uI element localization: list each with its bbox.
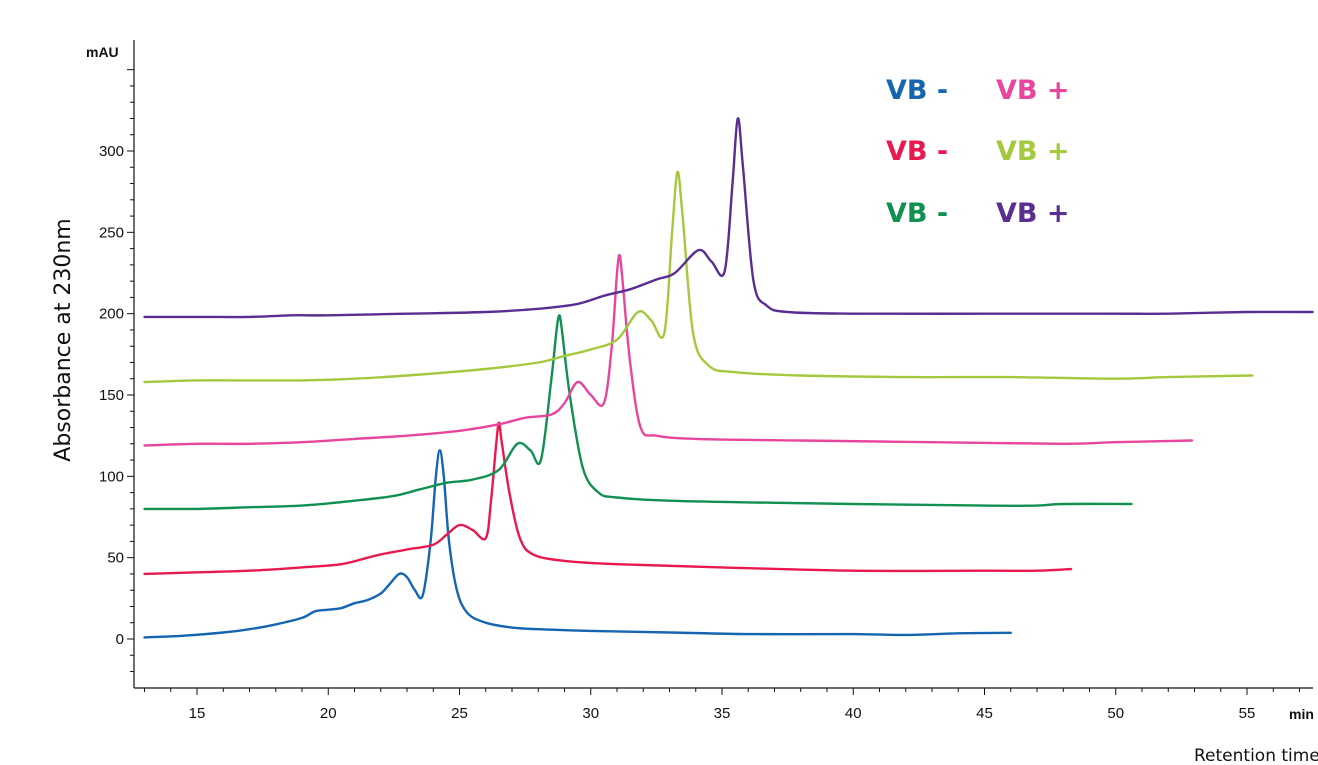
x-tick-label: 40 (845, 705, 862, 722)
chromatogram-traces (143, 117, 1314, 639)
legend-row-2-right: VB + (996, 136, 1070, 167)
x-axis: 15 20 25 30 35 40 45 50 55 (134, 687, 1313, 722)
x-tick-label: 15 (189, 705, 206, 722)
trace-3 (143, 314, 1133, 511)
legend-row-3-right: VB + (996, 198, 1070, 229)
y-tick-label: 100 (99, 468, 124, 485)
x-unit-label: min (1289, 706, 1314, 722)
y-unit-label: mAU (86, 44, 119, 60)
x-tick-label: 55 (1239, 705, 1256, 722)
trace-6 (143, 117, 1314, 319)
y-tick-label: 0 (116, 631, 124, 648)
x-tick-label: 25 (451, 705, 468, 722)
trace-2 (143, 421, 1073, 576)
y-axis-title: Absorbance at 230nm (51, 218, 76, 461)
y-tick-label: 300 (99, 143, 124, 160)
y-tick-label: 50 (107, 550, 124, 567)
y-tick-label: 250 (99, 224, 124, 241)
x-tick-label: 20 (320, 705, 337, 722)
y-tick-label: 150 (99, 387, 124, 404)
legend: VB - VB + VB - VB + VB - VB + (886, 75, 1070, 229)
x-tick-label: 50 (1107, 705, 1124, 722)
y-axis: 0 50 100 150 200 250 300 (99, 40, 135, 688)
x-axis-title: Retention time (min) (1194, 746, 1318, 765)
legend-row-2-left: VB - (886, 136, 948, 167)
trace-1 (143, 449, 1012, 639)
trace-5 (143, 170, 1254, 384)
x-tick-label: 35 (714, 705, 731, 722)
x-tick-label: 45 (976, 705, 993, 722)
legend-row-1-left: VB - (886, 75, 948, 106)
y-tick-label: 200 (99, 306, 124, 323)
legend-row-3-left: VB - (886, 198, 948, 229)
trace-4 (143, 253, 1194, 447)
legend-row-1-right: VB + (996, 75, 1070, 106)
x-tick-label: 30 (582, 705, 599, 722)
